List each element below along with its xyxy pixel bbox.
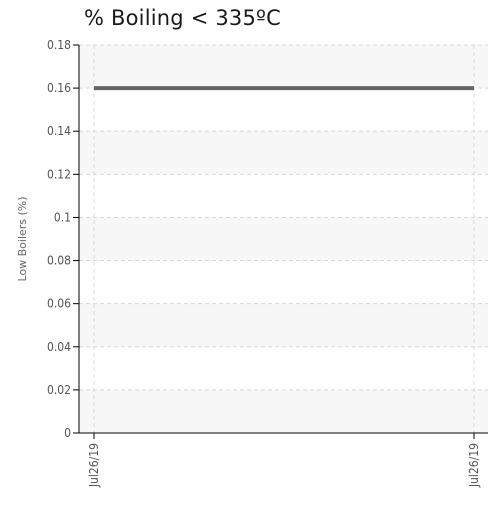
x-tick-label: Jul26/19 (467, 443, 481, 488)
y-tick-label: 0.1 (54, 210, 71, 224)
y-tick-label: 0.06 (47, 297, 71, 311)
background-band (79, 131, 488, 175)
background-band (79, 217, 488, 261)
background-band (79, 303, 488, 347)
background-band (79, 45, 488, 89)
y-tick-label: 0.18 (47, 38, 71, 52)
axes (73, 44, 488, 439)
y-tick-label: 0.16 (47, 81, 71, 95)
x-tick-label: Jul26/19 (87, 443, 101, 488)
y-axis-label: Low Boilers (%) (16, 196, 29, 281)
y-tick-label: 0.04 (47, 340, 71, 354)
y-tick-label: 0.08 (47, 254, 71, 268)
chart-title: % Boiling < 335ºC (84, 6, 282, 30)
y-tick-label: 0.02 (47, 383, 71, 397)
background-bands (79, 45, 488, 433)
y-tick-label: 0.12 (47, 167, 71, 181)
tick-labels: 0 0.02 0.04 0.06 0.08 0.1 0.12 0.14 0.16 0.18 Jul2… (47, 38, 481, 488)
background-band (79, 389, 488, 433)
y-tick-label: 0.14 (47, 124, 71, 138)
y-tick-label: 0 (64, 426, 71, 440)
